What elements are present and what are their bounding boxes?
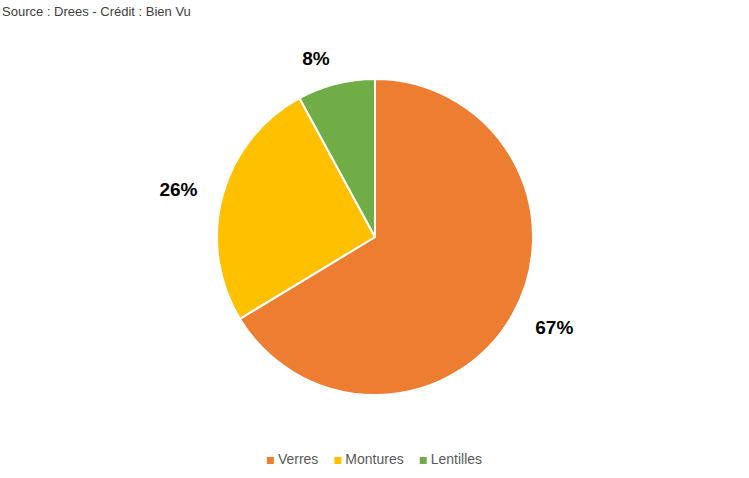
legend-item: Montures	[334, 451, 403, 467]
pie	[217, 79, 533, 395]
data-label: 67%	[535, 317, 573, 338]
legend-label: Lentilles	[431, 451, 482, 467]
slice	[300, 79, 375, 237]
legend-label: Montures	[345, 451, 403, 467]
legend-swatch	[334, 457, 341, 464]
legend-item: Lentilles	[420, 451, 482, 467]
legend-item: Verres	[267, 451, 318, 467]
legend-label: Verres	[278, 451, 318, 467]
data-label: 26%	[159, 179, 197, 200]
source-note: Source : Drees - Crédit : Bien Vu	[2, 4, 191, 19]
data-label: 8%	[302, 48, 330, 69]
legend: Verres Montures Lentilles	[267, 451, 482, 467]
data-labels: 67% 26% 8%	[159, 48, 573, 338]
chart: Source : Drees - Crédit : Bien Vu 67% 26% 8…	[0, 0, 749, 478]
legend-swatch	[420, 457, 427, 464]
legend-swatch	[267, 457, 274, 464]
